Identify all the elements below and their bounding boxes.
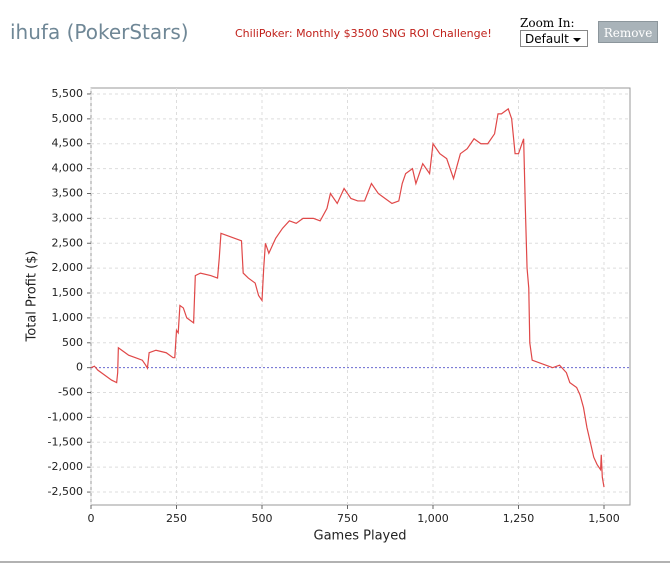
y-axis-label: Total Profit ($) xyxy=(25,251,40,343)
y-tick-label: 2,500 xyxy=(52,236,84,249)
y-tick-label: -1,500 xyxy=(48,435,83,448)
plot-area xyxy=(90,87,631,506)
y-tick-label: 5,000 xyxy=(52,112,84,125)
remove-button[interactable]: Remove xyxy=(598,21,658,43)
y-tick-label: 1,000 xyxy=(52,311,84,324)
y-tick-label: 3,000 xyxy=(52,211,84,224)
y-tick-label: 0 xyxy=(76,361,83,374)
zoom-label: Zoom In: xyxy=(520,16,575,30)
y-tick-label: 4,000 xyxy=(52,162,84,175)
page-title: ihufa (PokerStars) xyxy=(10,20,189,44)
y-tick-label: -2,000 xyxy=(48,460,83,473)
x-tick-label: 750 xyxy=(337,512,358,525)
y-tick-label: 3,500 xyxy=(52,186,84,199)
x-tick-label: 250 xyxy=(166,512,187,525)
y-tick-label: 500 xyxy=(62,336,83,349)
y-tick-label: -500 xyxy=(58,386,83,399)
y-tick-label: 4,500 xyxy=(52,137,84,150)
y-tick-label: 5,500 xyxy=(52,87,84,100)
y-tick-label: 2,000 xyxy=(52,261,84,274)
x-tick-label: 1,500 xyxy=(588,512,620,525)
x-tick-label: 0 xyxy=(88,512,95,525)
x-axis-label: Games Played xyxy=(314,529,407,544)
y-tick-label: -1,000 xyxy=(48,410,83,423)
x-tick-label: 1,000 xyxy=(417,512,449,525)
y-tick-label: -2,500 xyxy=(48,485,83,498)
challenge-link[interactable]: ChiliPoker: Monthly $3500 SNG ROI Challe… xyxy=(235,27,492,40)
x-tick-label: 1,250 xyxy=(503,512,535,525)
zoom-select[interactable]: Default xyxy=(520,30,588,47)
y-tick-label: 1,500 xyxy=(52,286,84,299)
x-tick-label: 500 xyxy=(252,512,273,525)
profit-line xyxy=(90,107,605,488)
